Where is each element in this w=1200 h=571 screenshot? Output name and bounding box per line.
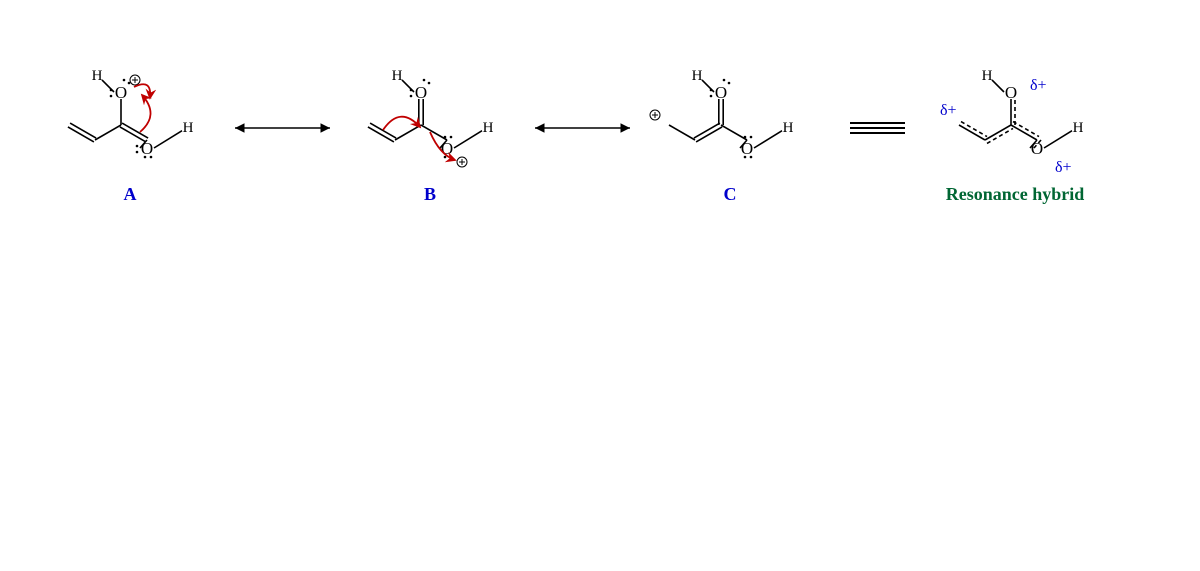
svg-text:H: H — [183, 120, 194, 136]
structure-B: OOHHB — [368, 68, 494, 204]
svg-text:H: H — [783, 120, 794, 136]
svg-text:H: H — [1073, 120, 1084, 136]
resonance-diagram: OOHHAOOHHBOOHHCOOHHδ+δ+δ+Resonance hybri… — [0, 0, 1200, 571]
svg-text:O: O — [141, 139, 153, 158]
svg-text:O: O — [115, 83, 127, 102]
structure-C: OOHHC — [650, 68, 794, 204]
svg-text:δ+: δ+ — [1030, 77, 1047, 94]
svg-text:H: H — [692, 68, 703, 84]
svg-text:O: O — [1005, 83, 1017, 102]
svg-text:H: H — [982, 68, 993, 84]
svg-text:O: O — [415, 83, 427, 102]
svg-text:H: H — [392, 68, 403, 84]
svg-text:O: O — [741, 139, 753, 158]
svg-text:O: O — [1031, 139, 1043, 158]
caption-A: A — [124, 184, 137, 204]
structure-H: OOHHδ+δ+δ+Resonance hybrid — [940, 68, 1084, 204]
structure-A: OOHHA — [68, 68, 194, 204]
svg-text:O: O — [715, 83, 727, 102]
svg-text:H: H — [483, 120, 494, 136]
caption-C: C — [724, 184, 737, 204]
svg-text:δ+: δ+ — [1055, 159, 1072, 176]
svg-text:δ+: δ+ — [940, 102, 957, 119]
svg-text:H: H — [92, 68, 103, 84]
caption-B: B — [424, 184, 436, 204]
caption-H: Resonance hybrid — [946, 184, 1085, 204]
